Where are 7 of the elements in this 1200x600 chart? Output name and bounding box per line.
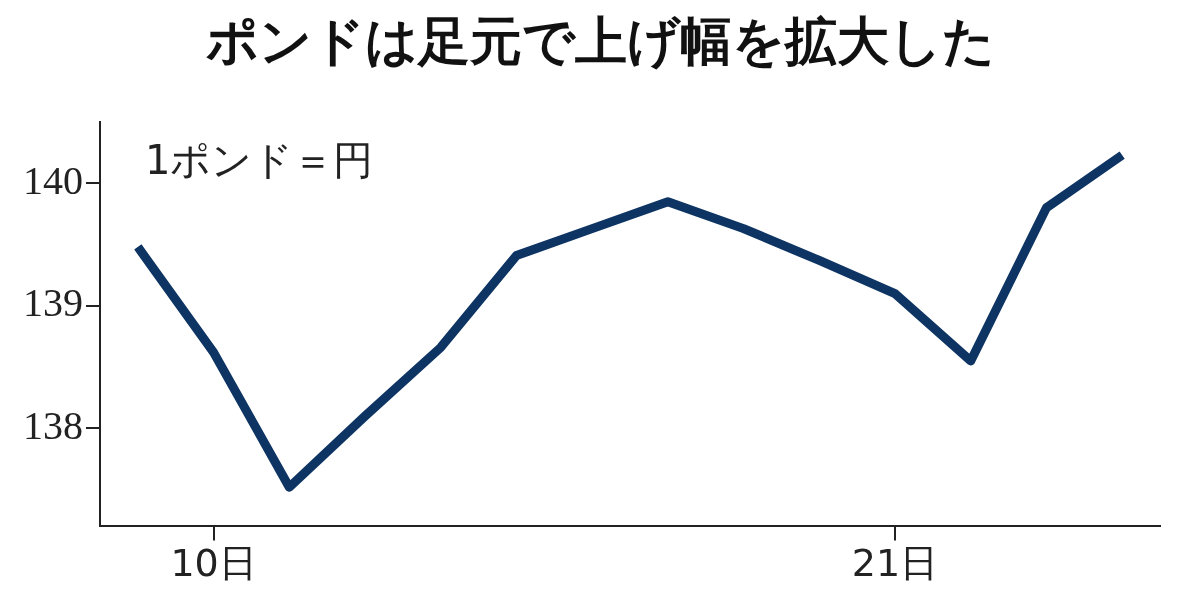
- annotation: 1ポンド＝円: [145, 137, 374, 184]
- y-tick-label: 140: [23, 157, 83, 203]
- y-tick-label: 139: [23, 280, 83, 326]
- x-tick-label: 10日: [170, 541, 257, 586]
- x-tick-label: 21日: [851, 541, 939, 586]
- chart-title: ポンドは足元で上げ幅を拡大した: [204, 10, 996, 73]
- y-tick-label: 138: [23, 402, 83, 448]
